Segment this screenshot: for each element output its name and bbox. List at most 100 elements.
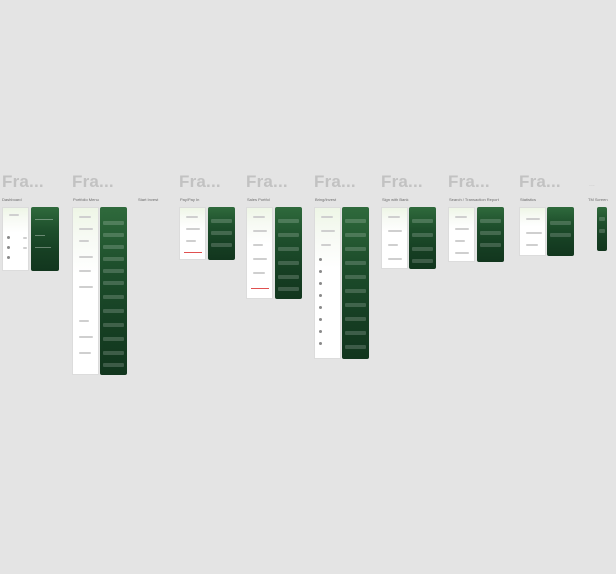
row [79,228,93,230]
frame-label-sales[interactable]: Sales Portfol [247,197,270,202]
row [526,232,542,234]
frame-title-3[interactable]: Fra... [179,172,221,191]
tm-dark-screen[interactable] [597,207,607,251]
row [253,258,267,260]
row [278,219,299,223]
pay-dark-screen[interactable] [208,207,235,260]
row [103,257,124,261]
row [103,337,124,341]
row [253,216,265,218]
row [103,309,124,313]
portfolio-light-screen[interactable] [72,207,99,375]
row [455,240,465,242]
row [412,247,433,251]
frame-title-7[interactable]: Fra... [448,172,490,191]
list-dot [319,330,322,333]
row [9,214,19,216]
row [480,231,501,235]
list-dot [319,342,322,345]
row [186,240,196,242]
frame-title-1[interactable]: Fra... [2,172,44,191]
row [345,275,366,279]
row [79,336,93,338]
row [388,258,402,260]
statistics-light-screen[interactable] [519,207,546,256]
row [388,230,402,232]
sign-light-screen[interactable] [381,207,408,269]
row [253,244,263,246]
row [278,247,299,251]
row [412,219,433,223]
sales-dark-screen[interactable] [275,207,302,299]
row [388,216,400,218]
row [345,345,366,349]
row [345,303,366,307]
row [412,259,433,263]
frame-label-pay[interactable]: Pay/Pay In [180,197,200,202]
row [253,272,265,274]
row [345,261,366,265]
row [79,240,89,242]
list-dot [319,282,322,285]
row [388,244,398,246]
row [321,230,335,232]
frame-title-4[interactable]: Fra... [246,172,288,191]
row [278,287,299,291]
frame-title-8[interactable]: Fra... [519,172,561,191]
frame-label-search[interactable]: Search / Transaction Report [449,197,499,202]
frame-label-dashboard[interactable]: Dashboard [2,197,22,202]
frame-label-tm[interactable]: TM Screen [588,197,608,202]
row [35,219,53,220]
frame-label-sign[interactable]: Sign with Bank [382,197,409,202]
row [480,219,501,223]
frame-label-portfolio-menu[interactable]: Portfolio Menu [73,197,99,202]
row [278,275,299,279]
frame-title-5[interactable]: Fra... [314,172,356,191]
row [455,252,469,254]
row [103,245,124,249]
list-dot [319,306,322,309]
row [278,261,299,265]
row [480,243,501,247]
row [599,229,605,233]
row [35,247,51,248]
search-light-screen[interactable] [448,207,475,262]
frame-title-9[interactable]: ... [589,181,595,188]
row [79,352,91,354]
row [550,233,571,237]
sales-light-screen[interactable] [246,207,273,299]
bring-light-screen[interactable] [314,207,341,359]
bring-dark-screen[interactable] [342,207,369,359]
row [253,230,267,232]
row [79,216,91,218]
error-line [251,288,269,289]
frame-title-2[interactable]: Fra... [72,172,114,191]
error-line [184,252,202,253]
menu-dot [7,256,10,259]
row [526,244,538,246]
row [103,221,124,225]
portfolio-dark-screen[interactable] [100,207,127,375]
row [345,289,366,293]
search-dark-screen[interactable] [477,207,504,262]
dashboard-dark-screen[interactable] [31,207,59,271]
pay-light-screen[interactable] [179,207,206,260]
frame-title-6[interactable]: Fra... [381,172,423,191]
row [103,351,124,355]
list-dot [319,318,322,321]
row [23,247,27,249]
list-dot [319,270,322,273]
row [345,247,366,251]
statistics-dark-screen[interactable] [547,207,574,256]
row [79,256,93,258]
dashboard-light-screen[interactable] [2,207,29,271]
sign-dark-screen[interactable] [409,207,436,269]
row [103,233,124,237]
list-dot [319,294,322,297]
row [103,363,124,367]
frame-label-statistics[interactable]: Statistics [520,197,537,202]
frame-label-bring[interactable]: Bring/Invest [315,197,337,202]
row [345,219,366,223]
frame-label-start-invest[interactable]: Start Invest [138,197,159,202]
